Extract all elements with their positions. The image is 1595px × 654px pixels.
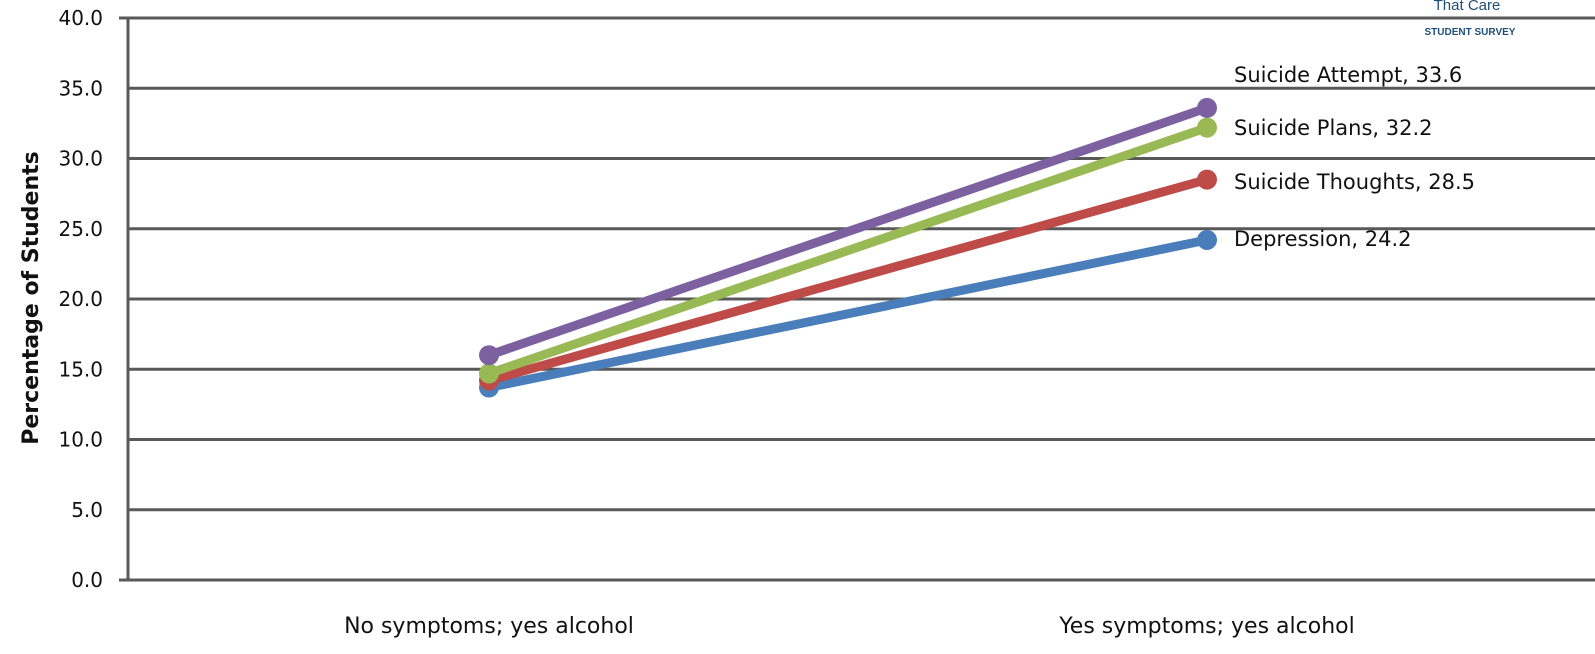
y-tick-label: 15.0 bbox=[58, 357, 103, 381]
data-point bbox=[479, 363, 499, 384]
y-tick-label: 40.0 bbox=[58, 6, 103, 30]
series-suicide-attempt bbox=[479, 97, 1217, 366]
x-category-labels: No symptoms; yes alcohol Yes symptoms; ye… bbox=[344, 614, 1355, 639]
x-category-label: Yes symptoms; yes alcohol bbox=[1058, 614, 1354, 639]
data-label: Suicide Attempt, 33.6 bbox=[1234, 63, 1462, 87]
data-point bbox=[1197, 117, 1217, 138]
y-axis-title: Percentage of Students bbox=[19, 151, 44, 445]
series-line bbox=[484, 175, 1212, 385]
y-tick-label: 5.0 bbox=[71, 498, 103, 522]
y-tick-labels: 0.0 5.0 10.0 15.0 20.0 25.0 30.0 35.0 40.0 bbox=[58, 6, 103, 592]
data-label: Suicide Thoughts, 28.5 bbox=[1234, 170, 1475, 194]
data-point bbox=[1197, 229, 1217, 250]
y-tick-label: 30.0 bbox=[58, 147, 103, 171]
survey-logo: That Care STUDENT SURVEY bbox=[1425, 0, 1516, 38]
data-label: Depression, 24.2 bbox=[1234, 227, 1412, 251]
series-line bbox=[484, 123, 1212, 378]
series-line bbox=[484, 235, 1212, 393]
data-label: Suicide Plans, 32.2 bbox=[1234, 116, 1433, 140]
y-tick-label: 10.0 bbox=[58, 428, 103, 452]
y-tick-label: 25.0 bbox=[58, 217, 103, 241]
logo-line-1: That Care bbox=[1434, 0, 1501, 14]
data-point bbox=[1197, 169, 1217, 190]
data-labels: Depression, 24.2 Suicide Thoughts, 28.5 Su… bbox=[1234, 63, 1475, 251]
y-tick-label: 0.0 bbox=[71, 568, 103, 592]
series-suicide-thoughts bbox=[479, 169, 1217, 391]
y-tick-label: 20.0 bbox=[58, 287, 103, 311]
series-line bbox=[484, 103, 1212, 360]
data-point bbox=[1197, 97, 1217, 118]
axes bbox=[119, 16, 1595, 582]
series-lines bbox=[479, 97, 1217, 398]
x-category-label: No symptoms; yes alcohol bbox=[344, 614, 634, 639]
series-suicide-plans bbox=[479, 117, 1217, 384]
y-tick-label: 35.0 bbox=[58, 76, 103, 100]
data-point bbox=[479, 345, 499, 366]
gridlines bbox=[128, 16, 1595, 512]
logo-line-2: STUDENT SURVEY bbox=[1425, 27, 1516, 38]
